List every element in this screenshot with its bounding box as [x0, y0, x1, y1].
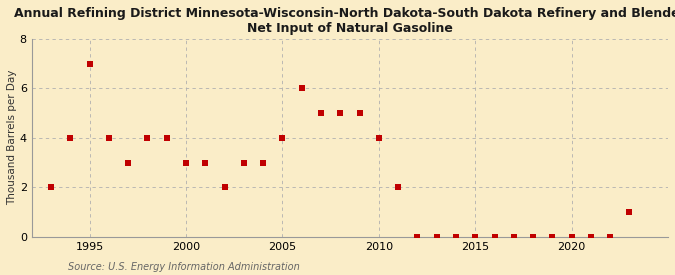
Point: [335, 111, 346, 115]
Point: [585, 235, 596, 239]
Point: [315, 111, 326, 115]
Point: [219, 185, 230, 189]
Point: [123, 160, 134, 165]
Point: [277, 136, 288, 140]
Point: [65, 136, 76, 140]
Point: [354, 111, 365, 115]
Point: [296, 86, 307, 90]
Point: [46, 185, 57, 189]
Point: [547, 235, 558, 239]
Point: [489, 235, 500, 239]
Point: [200, 160, 211, 165]
Point: [566, 235, 577, 239]
Point: [605, 235, 616, 239]
Point: [103, 136, 114, 140]
Point: [142, 136, 153, 140]
Y-axis label: Thousand Barrels per Day: Thousand Barrels per Day: [7, 70, 17, 205]
Point: [373, 136, 384, 140]
Point: [258, 160, 269, 165]
Point: [84, 61, 95, 66]
Point: [470, 235, 481, 239]
Point: [412, 235, 423, 239]
Point: [161, 136, 172, 140]
Point: [624, 210, 635, 214]
Point: [393, 185, 404, 189]
Point: [181, 160, 192, 165]
Point: [238, 160, 249, 165]
Point: [508, 235, 519, 239]
Text: Source: U.S. Energy Information Administration: Source: U.S. Energy Information Administ…: [68, 262, 299, 272]
Title: Annual Refining District Minnesota-Wisconsin-North Dakota-South Dakota Refinery : Annual Refining District Minnesota-Wisco…: [14, 7, 675, 35]
Point: [431, 235, 442, 239]
Point: [528, 235, 539, 239]
Point: [450, 235, 461, 239]
